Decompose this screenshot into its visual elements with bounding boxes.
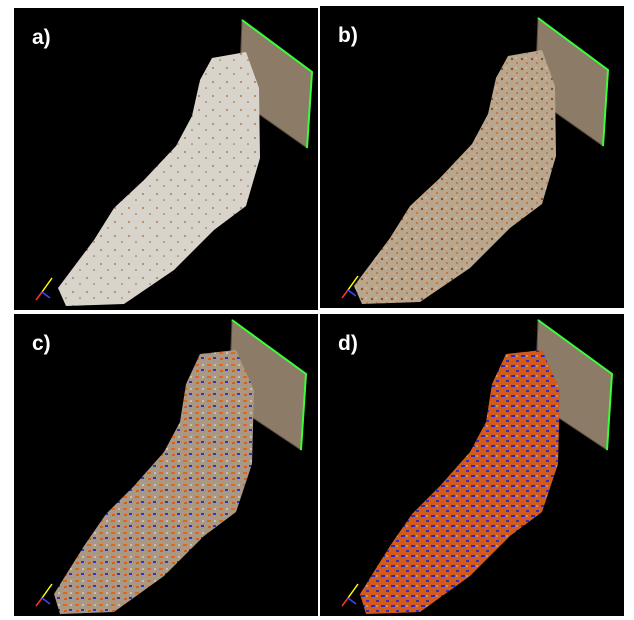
panel-c: c) — [14, 314, 318, 616]
render — [320, 314, 624, 616]
panel-label: b) — [338, 24, 358, 48]
panel-label: d) — [338, 332, 358, 356]
panel-a: a) — [14, 8, 318, 310]
figure: a) b) c) d) (() => { const data = JSON.p… — [0, 0, 634, 620]
render — [14, 314, 318, 616]
render — [320, 6, 624, 308]
panel-label: a) — [32, 26, 51, 50]
panel-label: c) — [32, 332, 51, 356]
panel-d: d) — [320, 314, 624, 616]
panel-b: b) — [320, 6, 624, 308]
render — [14, 8, 318, 310]
